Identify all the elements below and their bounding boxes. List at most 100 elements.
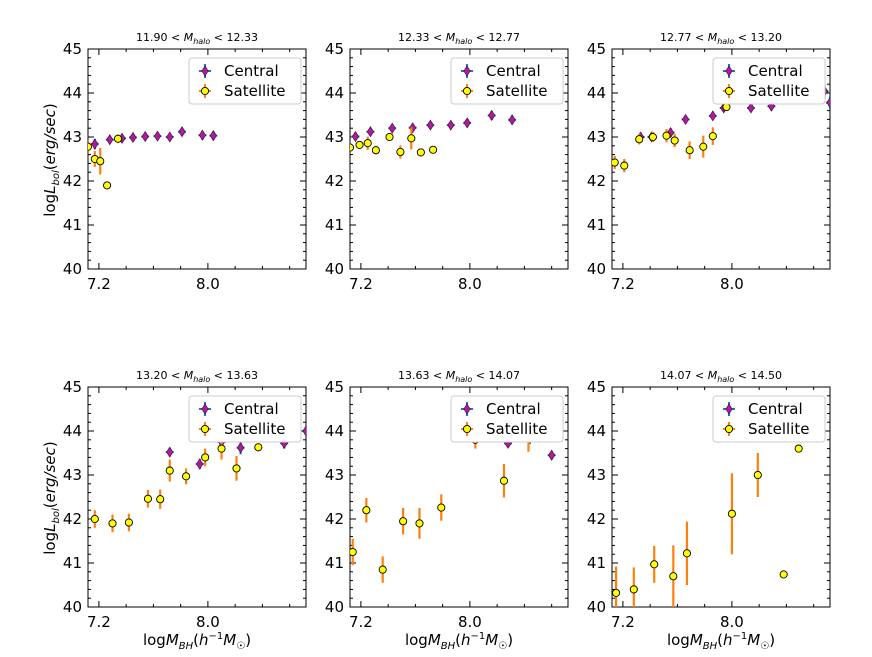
panel-3: 40 41 42 43 44 45 7.2 8.0 12.77 < Mhalo < 13.20 C… [587,31,831,293]
satellite-point [371,146,380,155]
central-point [129,131,137,143]
satellite-point [385,132,394,142]
x-tick-label: 8.0 [196,613,220,631]
central-point [178,126,186,138]
panel-title: 13.63 < Mhalo < 14.07 [398,369,520,384]
satellite-point [156,495,165,504]
plot-frame [349,48,569,270]
y-tick-label: 43 [63,128,82,146]
satellite-point [396,147,405,157]
legend-satellite-label: Satellite [486,82,547,100]
legend-central-marker [463,403,471,415]
plot-frame [87,48,307,270]
legend-satellite-marker [200,86,210,96]
satellite-point [669,572,678,581]
panel-4: 40 41 42 43 44 45 7.2 8.0 13.20 < Mhalo < 13.63 l… [63,369,307,652]
satellite-point [254,443,263,452]
legend-central-label: Central [224,400,279,418]
y-tick-label: 44 [587,422,606,440]
y-tick-label: 41 [325,554,344,572]
central-point [366,126,374,138]
x-axis-label: logMBH(h−1M☉) [405,631,513,652]
satellite-point [635,135,644,144]
central-point [302,425,306,437]
central-point [166,446,174,458]
y-axis-label-bottom: logLbol(erg/sec) [41,441,62,554]
legend-satellite-marker [462,424,472,434]
central-point [237,442,245,454]
y-tick-label: 42 [325,510,344,528]
satellite-point [708,132,717,141]
satellite-point [350,143,355,152]
legend: Central Satellite [712,57,826,105]
y-tick-label: 45 [587,40,606,58]
satellite-point [612,588,621,597]
central-point [209,130,217,142]
satellite-point [363,139,372,148]
legend-central-marker [725,65,733,77]
y-tick-label: 41 [325,216,344,234]
satellite-point [407,134,416,143]
central-point [508,114,516,126]
satellite-point [629,585,638,594]
satellite-point [415,519,424,528]
satellite-point [108,519,117,528]
legend-central-label: Central [748,62,803,80]
plot-frame [611,386,831,608]
y-tick-label: 40 [63,598,82,616]
panel-title: 11.90 < Mhalo < 12.33 [136,31,258,46]
x-tick-label: 7.2 [611,613,635,631]
legend-central-label: Central [224,62,279,80]
y-axis-label-top: logLbol(erg/sec) [41,103,62,216]
central-point [826,97,830,109]
central-point [198,129,207,141]
satellite-point [182,472,191,481]
panel-title: 14.07 < Mhalo < 14.50 [660,369,782,384]
y-tick-label: 43 [325,128,344,146]
satellite-point [350,547,357,557]
y-tick-label: 43 [325,466,344,484]
legend: Central Satellite [188,57,302,105]
legend-central-label: Central [486,400,541,418]
legend-box [712,57,826,105]
satellite-point [378,565,387,574]
panel-2: 40 41 42 43 44 45 7.2 8.0 12.33 < Mhalo < 12.77 C… [325,31,569,293]
legend: Central Satellite [188,395,302,443]
legend-box [188,57,302,105]
y-tick-label: 41 [63,554,82,572]
central-point [141,131,149,143]
y-tick-label: 42 [63,510,82,528]
y-tick-label: 44 [325,84,344,102]
central-point [682,113,690,125]
satellite-point [662,131,671,140]
satellite-point [612,158,619,167]
y-tick-label: 42 [587,510,606,528]
y-tick-label: 40 [63,260,82,278]
legend-satellite-marker [724,424,734,434]
legend-box [450,395,564,443]
plot-frame [349,386,569,608]
legend: Central Satellite [450,57,564,105]
legend-central-marker [201,403,209,415]
satellite-point [232,464,241,473]
y-tick-label: 40 [587,260,606,278]
x-tick-label: 7.2 [87,275,111,293]
legend-central-marker [725,403,733,415]
central-point [196,458,204,470]
legend-central-label: Central [748,400,803,418]
central-point [447,119,455,131]
legend-central-label: Central [486,62,541,80]
y-tick-label: 42 [587,172,606,190]
satellite-point [699,142,708,151]
central-point [548,449,556,461]
satellite-point [217,444,226,453]
legend-box [450,57,564,105]
legend: Central Satellite [712,395,826,443]
legend-box [188,395,302,443]
satellite-point [794,444,803,453]
legend-satellite-label: Satellite [224,420,285,438]
panel-title: 13.20 < Mhalo < 13.63 [136,369,258,384]
satellite-point [648,132,657,142]
panel-title: 12.77 < Mhalo < 13.20 [660,31,782,46]
legend-satellite-label: Satellite [486,420,547,438]
